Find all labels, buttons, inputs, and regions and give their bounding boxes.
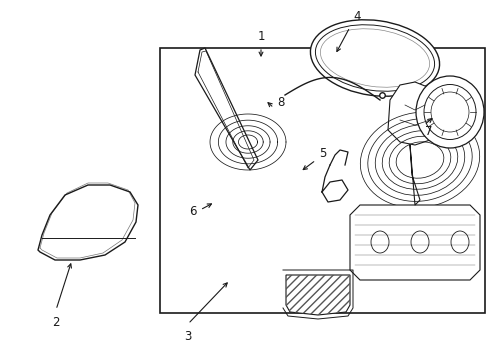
Text: 5: 5: [319, 148, 326, 161]
Text: 4: 4: [352, 10, 360, 23]
Polygon shape: [195, 48, 258, 170]
Text: 8: 8: [277, 95, 284, 108]
Ellipse shape: [415, 76, 483, 148]
Polygon shape: [387, 82, 444, 145]
Text: 1: 1: [257, 31, 264, 44]
Polygon shape: [285, 275, 349, 315]
Text: 7: 7: [425, 126, 432, 139]
Bar: [160, 48, 484, 313]
Text: 6: 6: [189, 206, 196, 219]
Polygon shape: [349, 205, 479, 280]
Ellipse shape: [310, 20, 439, 96]
Text: 2: 2: [52, 315, 60, 328]
Polygon shape: [38, 185, 138, 260]
Text: 3: 3: [184, 329, 191, 342]
